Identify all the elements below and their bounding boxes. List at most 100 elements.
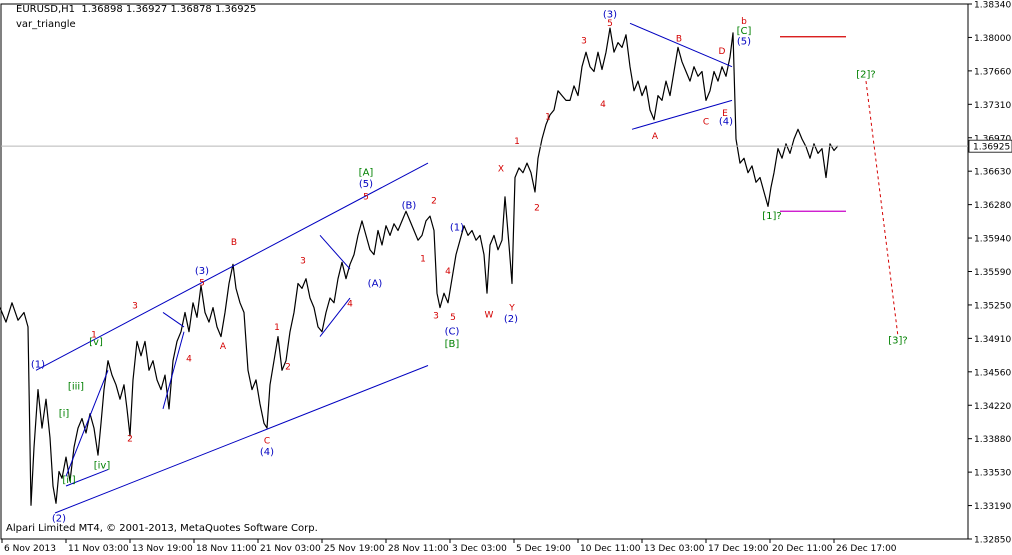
y-tick-label: 1.34560: [974, 368, 1011, 378]
trendline[interactable]: [319, 235, 351, 270]
trendline[interactable]: [65, 370, 109, 477]
x-tick-label: 28 Nov 11:00: [388, 544, 449, 554]
ohlc-values: 1.36898 1.36927 1.36878 1.36925: [81, 4, 257, 15]
wave-label: 1: [91, 331, 97, 341]
wave-label: 3: [433, 311, 439, 321]
wave-label: (4): [719, 116, 733, 127]
wave-label: 4: [347, 300, 353, 310]
wave-label: X: [498, 165, 504, 175]
wave-label: [A]: [359, 168, 374, 179]
y-tick-label: 1.35590: [974, 268, 1011, 278]
x-tick-label: 11 Nov 03:00: [68, 544, 129, 554]
wave-label: 3: [300, 256, 306, 266]
wave-label: B: [231, 238, 237, 248]
y-tick-label: 1.33190: [974, 502, 1011, 512]
wave-label: 5: [363, 193, 369, 203]
trendline[interactable]: [35, 162, 429, 371]
wave-label: [i]: [59, 409, 70, 420]
trendline[interactable]: [631, 99, 733, 130]
x-tick-label: 17 Dec 19:00: [708, 544, 769, 554]
wave-label: 5: [607, 19, 613, 29]
wave-label: A: [652, 132, 659, 142]
y-tick-label: 1.35940: [974, 235, 1011, 245]
wave-label: W: [485, 310, 494, 320]
trendline[interactable]: [162, 312, 185, 328]
wave-label: [iv]: [94, 461, 111, 472]
plot-frame: [0, 3, 969, 540]
wave-label: [ii]: [62, 475, 75, 486]
trendline[interactable]: [54, 365, 429, 514]
wave-label: 2: [285, 362, 291, 372]
y-tick-label: 1.34220: [974, 402, 1011, 412]
wave-label: 2: [534, 203, 540, 213]
wave-label: 2: [127, 435, 133, 445]
wave-label: (C): [445, 327, 460, 338]
y-tick-label: 1.34910: [974, 335, 1011, 345]
x-tick-label: 26 Dec 17:00: [836, 544, 897, 554]
wave-label: 3: [581, 37, 587, 47]
wave-label: [iii]: [68, 382, 84, 393]
wave-label: (A): [368, 278, 383, 289]
y-tick-label: 1.38000: [974, 34, 1011, 44]
price-series-line: [0, 27, 839, 506]
wave-label: 4: [445, 267, 451, 277]
trendline[interactable]: [319, 297, 351, 337]
symbol-timeframe: EURUSD,H1: [16, 4, 76, 15]
y-tick-label: 1.35250: [974, 301, 1011, 311]
wave-label: C: [264, 437, 270, 447]
wave-label: (2): [52, 514, 66, 525]
x-tick-label: 18 Nov 11:00: [196, 544, 257, 554]
wave-label: B: [676, 35, 682, 45]
wave-label: (3): [603, 9, 617, 20]
wave-label: Y: [508, 304, 515, 314]
x-tick-label: 10 Dec 11:00: [580, 544, 641, 554]
trendlines-group: [35, 22, 899, 514]
x-tick-label: 21 Nov 03:00: [260, 544, 321, 554]
x-tick-label: 25 Nov 19:00: [324, 544, 385, 554]
trendline[interactable]: [865, 81, 899, 337]
wave-label: (5): [737, 36, 751, 47]
wave-label: (5): [359, 179, 373, 190]
wave-label: 5: [199, 278, 205, 288]
wave-label: 1: [420, 254, 426, 264]
x-tick-label: 13 Dec 03:00: [644, 544, 705, 554]
wave-label: 3: [132, 302, 138, 312]
wave-label: 2: [431, 197, 437, 207]
wave-label: C: [703, 117, 709, 127]
wave-label: (3): [195, 266, 209, 277]
wave-label: 1: [514, 137, 520, 147]
wave-label: 5: [450, 313, 456, 323]
wave-label: [v]: [89, 337, 103, 348]
wave-label: (4): [260, 447, 274, 458]
trendline[interactable]: [65, 469, 109, 487]
indicator-name: var_triangle: [16, 19, 76, 30]
wave-label: b: [741, 17, 747, 27]
wave-label: A: [220, 342, 227, 352]
y-tick-label: 1.32850: [974, 536, 1011, 546]
wave-label: E: [722, 109, 728, 119]
wave-label: [2]?: [856, 69, 875, 80]
trendline[interactable]: [162, 331, 185, 409]
trendline[interactable]: [629, 22, 733, 68]
wave-label: (1): [450, 223, 464, 234]
x-tick-label: 5 Dec 19:00: [516, 544, 571, 554]
chart-header: EURUSD,H1 1.36898 1.36927 1.36878 1.3692…: [16, 4, 256, 15]
copyright-text: Alpari Limited MT4, © 2001-2013, MetaQuo…: [6, 523, 318, 534]
wave-label: [3]?: [888, 335, 907, 346]
y-tick-label: 1.33530: [974, 469, 1011, 479]
levels-group: [780, 36, 846, 212]
x-tick-label: 3 Dec 03:00: [452, 544, 507, 554]
wave-label: 4: [186, 355, 192, 365]
y-tick-label: 1.36970: [974, 134, 1011, 144]
wave-label: [B]: [445, 339, 460, 350]
x-tick-label: 6 Nov 2013: [4, 544, 56, 554]
wave-label: [C]: [737, 26, 752, 37]
y-tick-label: 1.38340: [974, 1, 1011, 11]
current-price-tag: [968, 139, 1012, 153]
y-tick-label: 1.36630: [974, 168, 1011, 178]
wave-label: (B): [402, 200, 417, 211]
wave-label: 1: [274, 323, 280, 333]
current-price-label: 1.36925: [973, 143, 1010, 153]
